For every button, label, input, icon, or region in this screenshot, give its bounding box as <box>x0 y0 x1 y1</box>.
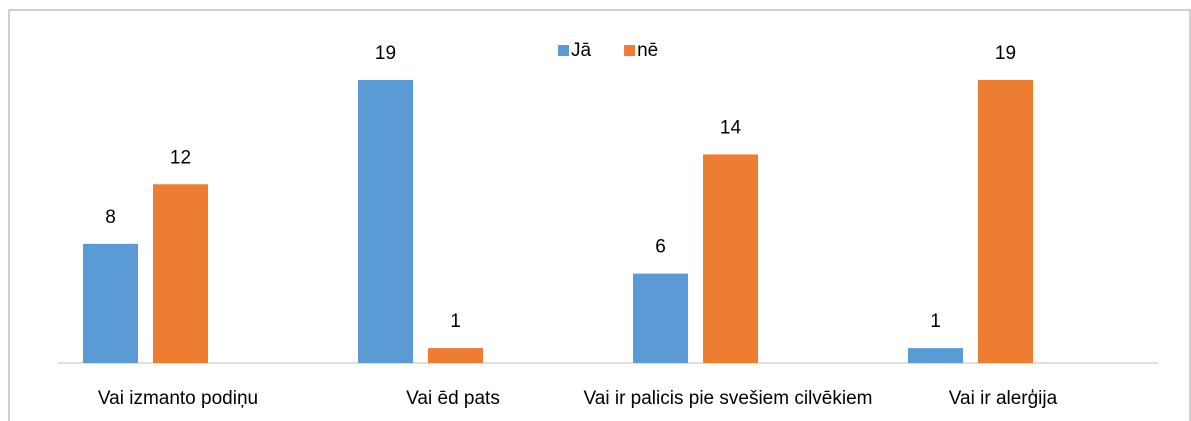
bar <box>358 80 413 363</box>
bar <box>428 348 483 363</box>
data-label: 6 <box>655 237 666 258</box>
bar <box>83 243 138 363</box>
data-label: 1 <box>450 311 461 332</box>
data-label: 12 <box>170 147 191 168</box>
x-tick-label: Vai izmanto podiņu <box>98 388 258 409</box>
data-label: 19 <box>375 43 396 64</box>
x-tick-label: Vai ir alerģija <box>949 388 1058 409</box>
chart-border <box>8 9 1191 421</box>
bar <box>703 154 758 363</box>
legend-label: Jā <box>571 40 592 61</box>
data-label: 8 <box>105 207 116 228</box>
data-label: 14 <box>720 117 742 138</box>
data-label: 19 <box>995 43 1016 64</box>
bar <box>978 80 1033 363</box>
bar <box>908 348 963 363</box>
legend-swatch <box>624 45 636 56</box>
x-tick-label: Vai ir palicis pie svešiem cilvēkiem <box>584 388 873 409</box>
legend-label: nē <box>637 40 658 61</box>
data-label: 1 <box>930 311 941 332</box>
bar <box>633 273 688 363</box>
x-tick-label: Vai ēd pats <box>406 388 500 409</box>
bar <box>153 184 208 363</box>
legend-swatch <box>558 45 569 56</box>
